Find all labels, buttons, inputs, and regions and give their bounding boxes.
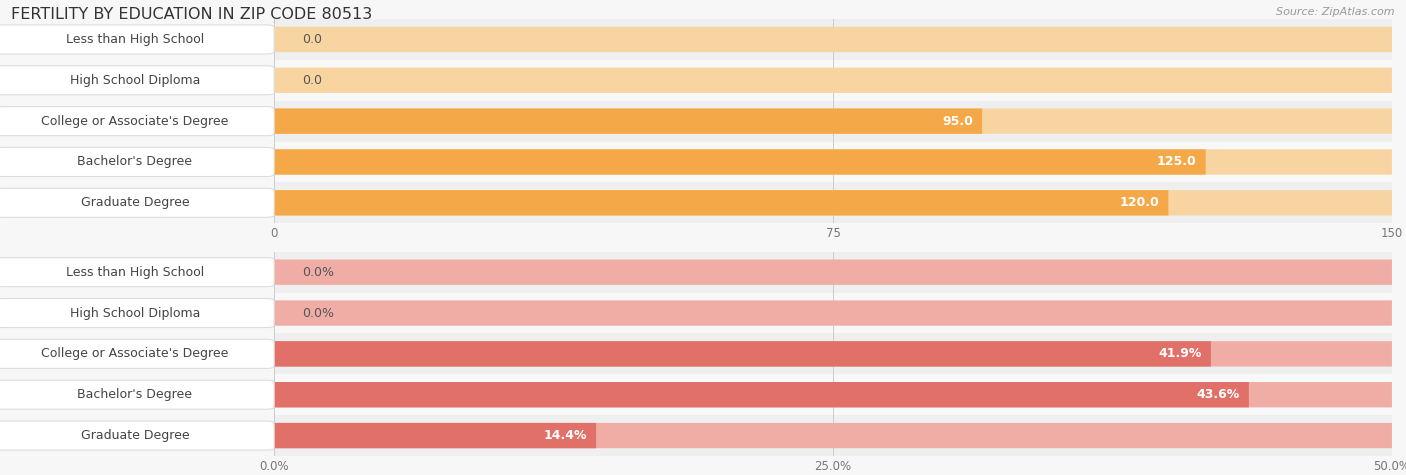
Bar <box>274 19 1392 60</box>
Bar <box>274 60 1392 101</box>
Text: 95.0: 95.0 <box>942 114 973 128</box>
Text: Less than High School: Less than High School <box>66 33 204 46</box>
Text: College or Associate's Degree: College or Associate's Degree <box>41 114 229 128</box>
Bar <box>274 293 1392 333</box>
Text: 0.0%: 0.0% <box>302 306 335 320</box>
FancyBboxPatch shape <box>274 149 1392 175</box>
Text: Graduate Degree: Graduate Degree <box>80 429 190 442</box>
FancyBboxPatch shape <box>274 382 1249 408</box>
FancyBboxPatch shape <box>274 67 1392 93</box>
Text: College or Associate's Degree: College or Associate's Degree <box>41 347 229 361</box>
Text: 43.6%: 43.6% <box>1197 388 1240 401</box>
Text: 0.0: 0.0 <box>302 74 322 87</box>
FancyBboxPatch shape <box>274 423 1392 448</box>
FancyBboxPatch shape <box>274 190 1168 216</box>
Bar <box>274 101 1392 142</box>
FancyBboxPatch shape <box>274 341 1211 367</box>
Bar <box>274 374 1392 415</box>
Text: 0.0: 0.0 <box>302 33 322 46</box>
Text: High School Diploma: High School Diploma <box>70 306 200 320</box>
FancyBboxPatch shape <box>274 341 1392 367</box>
FancyBboxPatch shape <box>274 108 1392 134</box>
Text: 41.9%: 41.9% <box>1159 347 1202 361</box>
Bar <box>274 415 1392 456</box>
Text: Bachelor's Degree: Bachelor's Degree <box>77 388 193 401</box>
Bar <box>274 182 1392 223</box>
FancyBboxPatch shape <box>274 423 596 448</box>
FancyBboxPatch shape <box>274 27 1392 52</box>
FancyBboxPatch shape <box>274 259 1392 285</box>
FancyBboxPatch shape <box>274 149 1206 175</box>
Text: Bachelor's Degree: Bachelor's Degree <box>77 155 193 169</box>
Text: 120.0: 120.0 <box>1119 196 1160 209</box>
Bar <box>274 142 1392 182</box>
Text: High School Diploma: High School Diploma <box>70 74 200 87</box>
Text: 14.4%: 14.4% <box>544 429 588 442</box>
FancyBboxPatch shape <box>274 382 1392 408</box>
FancyBboxPatch shape <box>274 300 1392 326</box>
Text: Source: ZipAtlas.com: Source: ZipAtlas.com <box>1277 7 1395 17</box>
Bar <box>274 333 1392 374</box>
Text: 0.0%: 0.0% <box>302 266 335 279</box>
Text: Graduate Degree: Graduate Degree <box>80 196 190 209</box>
FancyBboxPatch shape <box>274 108 983 134</box>
Bar <box>274 252 1392 293</box>
FancyBboxPatch shape <box>274 190 1392 216</box>
Text: FERTILITY BY EDUCATION IN ZIP CODE 80513: FERTILITY BY EDUCATION IN ZIP CODE 80513 <box>11 7 373 22</box>
Text: Less than High School: Less than High School <box>66 266 204 279</box>
Text: 125.0: 125.0 <box>1157 155 1197 169</box>
